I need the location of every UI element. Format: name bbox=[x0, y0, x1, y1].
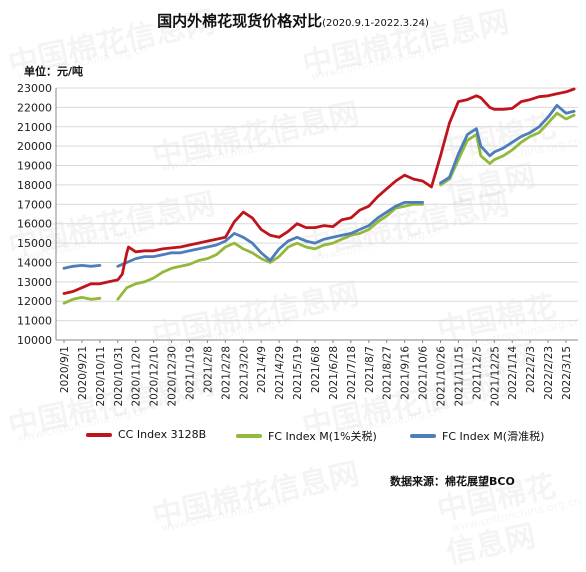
legend-label-fc-index-sliding: FC Index M(滑准税) bbox=[442, 430, 545, 443]
legend-item-fc-index-sliding: FC Index M(滑准税) bbox=[410, 428, 544, 444]
watermark-url: www.cottonchina.org.cn bbox=[160, 494, 292, 534]
series-lines bbox=[62, 87, 576, 305]
y-tick-label: 12000 bbox=[17, 295, 52, 308]
legend-swatch-cc-index bbox=[86, 432, 112, 437]
y-tick-label: 15000 bbox=[17, 237, 52, 250]
x-tick-label: 2021/12/25 bbox=[489, 346, 501, 407]
legend-swatch-fc-index-sliding bbox=[410, 434, 436, 438]
x-tick-label: 2021/7/18 bbox=[346, 346, 358, 400]
x-tick-label: 2020/10/31 bbox=[113, 346, 125, 407]
chart-title: 国内外棉花现货价格对比(2020.9.1-2022.3.24) bbox=[0, 10, 586, 31]
x-tick-label: 2021/1/19 bbox=[185, 346, 197, 400]
series-line-fc-index-sliding bbox=[439, 104, 576, 185]
y-tick-label: 23000 bbox=[17, 82, 52, 95]
chart-subtitle: (2020.9.1-2022.3.24) bbox=[322, 18, 429, 29]
grid bbox=[56, 87, 578, 341]
chart-title-text: 国内外棉花现货价格对比 bbox=[157, 12, 323, 30]
legend-item-fc-index-1pct: FC Index M(1%关税) bbox=[236, 428, 377, 444]
x-tick-label: 2021/4/9 bbox=[256, 346, 268, 393]
x-tick-label: 2021/2/28 bbox=[220, 346, 232, 400]
x-tick-label: 2021/8/27 bbox=[382, 346, 394, 400]
x-tick-label: 2020/11/20 bbox=[131, 346, 143, 407]
x-tick-label: 2020/9/1 bbox=[59, 346, 71, 393]
data-source-note: 数据来源：棉花展望BCO bbox=[390, 475, 515, 488]
y-tick-label: 20000 bbox=[17, 140, 52, 153]
x-tick-label: 2021/6/8 bbox=[310, 346, 322, 393]
legend-item-cc-index: CC Index 3128B bbox=[86, 428, 206, 441]
x-tick-label: 2020/9/21 bbox=[77, 346, 89, 400]
legend-label-fc-index-1pct: FC Index M(1%关税) bbox=[268, 430, 377, 443]
legend: CC Index 3128B FC Index M(1%关税) FC Index… bbox=[0, 428, 586, 448]
y-tick-label: 19000 bbox=[17, 160, 52, 173]
series-line-fc-index-1pct bbox=[62, 296, 102, 305]
series-line-fc-index-sliding bbox=[62, 264, 102, 270]
x-tick-label: 2021/4/29 bbox=[274, 346, 286, 400]
series-line-fc-index-1pct bbox=[439, 111, 576, 187]
x-tick-label: 2021/8/7 bbox=[364, 346, 376, 393]
series-line-fc-index-1pct bbox=[116, 202, 424, 301]
y-tick-label: 14000 bbox=[17, 256, 52, 269]
x-tick-label: 2021/5/19 bbox=[292, 346, 304, 400]
y-axis-unit-label: 单位：元/吨 bbox=[24, 65, 84, 78]
watermark-url: www.cottonchina.org.cn bbox=[450, 494, 582, 534]
x-tick-label: 2020/12/30 bbox=[167, 346, 179, 407]
x-tick-label: 2022/3/15 bbox=[561, 346, 573, 400]
x-tick-label: 2021/9/16 bbox=[400, 346, 412, 400]
y-tick-label: 13000 bbox=[17, 276, 52, 289]
x-tick-label: 2022/1/14 bbox=[507, 346, 519, 400]
series-line-cc-index bbox=[62, 87, 576, 295]
series-line-fc-index-sliding bbox=[116, 201, 424, 268]
y-tick-label: 16000 bbox=[17, 218, 52, 231]
x-tick-label: 2021/3/20 bbox=[238, 346, 250, 400]
x-tick-label: 2020/12/10 bbox=[149, 346, 161, 407]
x-tick-label: 2021/11/15 bbox=[453, 346, 465, 407]
axes: 10000 11000 12000 13000 14000 15000 16000 17000… bbox=[17, 82, 578, 407]
x-tick-label: 2020/10/11 bbox=[95, 346, 107, 407]
y-tick-label: 22000 bbox=[17, 101, 52, 114]
x-tick-label: 2021/10/26 bbox=[436, 346, 448, 407]
y-tick-label: 21000 bbox=[17, 121, 52, 134]
y-tick-label: 18000 bbox=[17, 179, 52, 192]
y-tick-label: 11000 bbox=[17, 315, 52, 328]
x-tick-label: 2022/2/23 bbox=[543, 346, 555, 400]
x-tick-label: 2021/10/6 bbox=[418, 346, 430, 400]
chart: 10000 11000 12000 13000 14000 15000 16000 17000… bbox=[17, 82, 578, 407]
legend-label-cc-index: CC Index 3128B bbox=[118, 428, 207, 441]
x-tick-label: 2021/6/28 bbox=[328, 346, 340, 400]
x-tick-label: 2021/2/8 bbox=[202, 346, 214, 393]
y-tick-label: 17000 bbox=[17, 198, 52, 211]
y-tick-label: 10000 bbox=[17, 334, 52, 347]
legend-swatch-fc-index-1pct bbox=[236, 434, 262, 438]
x-tick-label: 2021/12/5 bbox=[471, 346, 483, 400]
x-tick-label: 2022/2/3 bbox=[525, 346, 537, 393]
